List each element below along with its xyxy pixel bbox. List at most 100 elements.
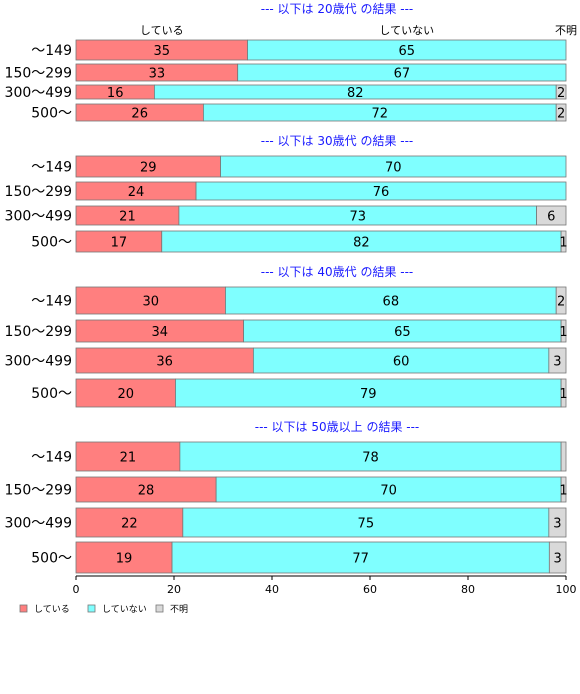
category-label: 300～499 [5,209,72,225]
bar-segment-shiteinai [179,441,562,472]
data-label: 20 [117,387,134,402]
data-label: 79 [360,387,377,402]
data-label: 35 [153,44,170,59]
data-label: 1 [559,484,567,499]
data-label: 30 [142,295,159,310]
panel-title-0: --- 以下は 20歳代 の結果 --- [261,2,414,16]
category-label: 500～ [31,106,72,122]
data-label: 77 [352,552,369,567]
data-label: 21 [119,210,136,225]
data-label: 17 [111,236,128,251]
category-label: 300～499 [5,516,72,532]
data-label: 1 [559,325,567,340]
category-label: ～149 [31,160,72,176]
bar-segment-fumei [555,84,567,100]
x-tick-label: 80 [461,583,475,596]
bar-segment-shiteinai [220,155,567,178]
bar-segment-fumei [548,347,567,374]
category-label: 300～499 [5,354,72,370]
legend-label-fumei: 不明 [170,604,188,615]
bar-segment-shiteinai [215,476,562,503]
data-label: 21 [120,451,137,466]
data-label: 73 [349,210,366,225]
data-label: 78 [362,451,379,466]
category-label: 150～299 [5,66,72,82]
data-label: 6 [547,210,555,225]
data-label: 16 [107,86,124,101]
category-label: 150～299 [5,483,72,499]
legend-swatch-fumei [155,604,164,613]
bar-segment-fumei [560,378,567,408]
legend-swatch-shiteiru [19,604,28,613]
data-label: 72 [372,107,389,122]
bar-segment-shiteiru [75,441,181,472]
data-label: 65 [394,325,411,340]
category-label: 500～ [31,386,72,402]
data-label: 3 [553,355,561,370]
data-label: 19 [116,552,133,567]
bar-segment-fumei [536,205,567,226]
category-label: ～149 [31,43,72,59]
data-label: 67 [394,67,411,82]
legend-label-shiteiru: している [34,604,70,615]
data-label: 26 [131,107,148,122]
bar-segment-shiteiru [75,347,254,374]
data-label: 28 [138,484,155,499]
category-label: 300～499 [5,85,72,101]
header-label-fumei: 不明 [555,24,577,37]
bar-segment-shiteinai [195,181,567,201]
category-label: 500～ [31,235,72,251]
data-label: 1 [559,387,567,402]
header-label-shiteinai: していない [379,24,434,37]
category-label: 150～299 [5,324,72,340]
bar-segment-shiteinai [182,507,550,538]
data-label: 70 [380,484,397,499]
data-label: 2 [557,107,565,122]
x-tick-label: 100 [556,583,577,596]
data-label: 68 [383,295,400,310]
bar-segment-shiteiru [75,507,184,538]
data-label: 3 [554,552,562,567]
bar-segment-fumei [560,476,567,503]
bar-segment-fumei [548,541,567,574]
panel-title-1: --- 以下は 30歳代 の結果 --- [261,134,414,148]
data-label: 36 [156,355,173,370]
x-tick-label: 40 [265,583,279,596]
bar-segment-shiteiru [75,378,176,408]
data-label: 70 [385,161,402,176]
x-tick-label: 0 [73,583,80,596]
legend-label-shiteinai: していない [102,604,147,615]
header-label-shiteiru: している [140,24,184,37]
panel-title-2: --- 以下は 40歳代 の結果 --- [261,265,414,279]
panel-title-3: --- 以下は 50歳以上 の結果 --- [255,420,420,434]
data-label: 60 [393,355,410,370]
bar-segment-shiteinai [247,39,567,61]
bar-segment-fumei [560,319,567,343]
bar-segment-shiteinai [252,347,550,374]
data-label: 29 [140,161,157,176]
data-label: 76 [373,185,390,200]
bar-segment-fumei [560,441,567,472]
data-label: 34 [152,325,169,340]
data-label: 82 [347,86,364,101]
bar-segment-shiteinai [225,286,557,315]
category-label: 150～299 [5,184,72,200]
category-label: ～149 [31,450,72,466]
bar-segment-shiteiru [75,286,226,315]
bar-segment-shiteiru [75,541,173,574]
bar-segment-fumei [555,286,567,315]
category-label: ～149 [31,294,72,310]
data-label: 65 [398,44,415,59]
data-label: 24 [128,185,145,200]
category-label: 500～ [31,551,72,567]
data-label: 2 [557,295,565,310]
data-label: 22 [121,517,138,532]
x-tick-label: 20 [167,583,181,596]
bar-segment-fumei [555,103,567,122]
data-label: 2 [557,86,565,101]
x-tick-label: 60 [363,583,377,596]
data-label: 33 [149,67,166,82]
bar-segment-shiteinai [237,63,567,82]
bar-segment-shiteiru [75,476,217,503]
